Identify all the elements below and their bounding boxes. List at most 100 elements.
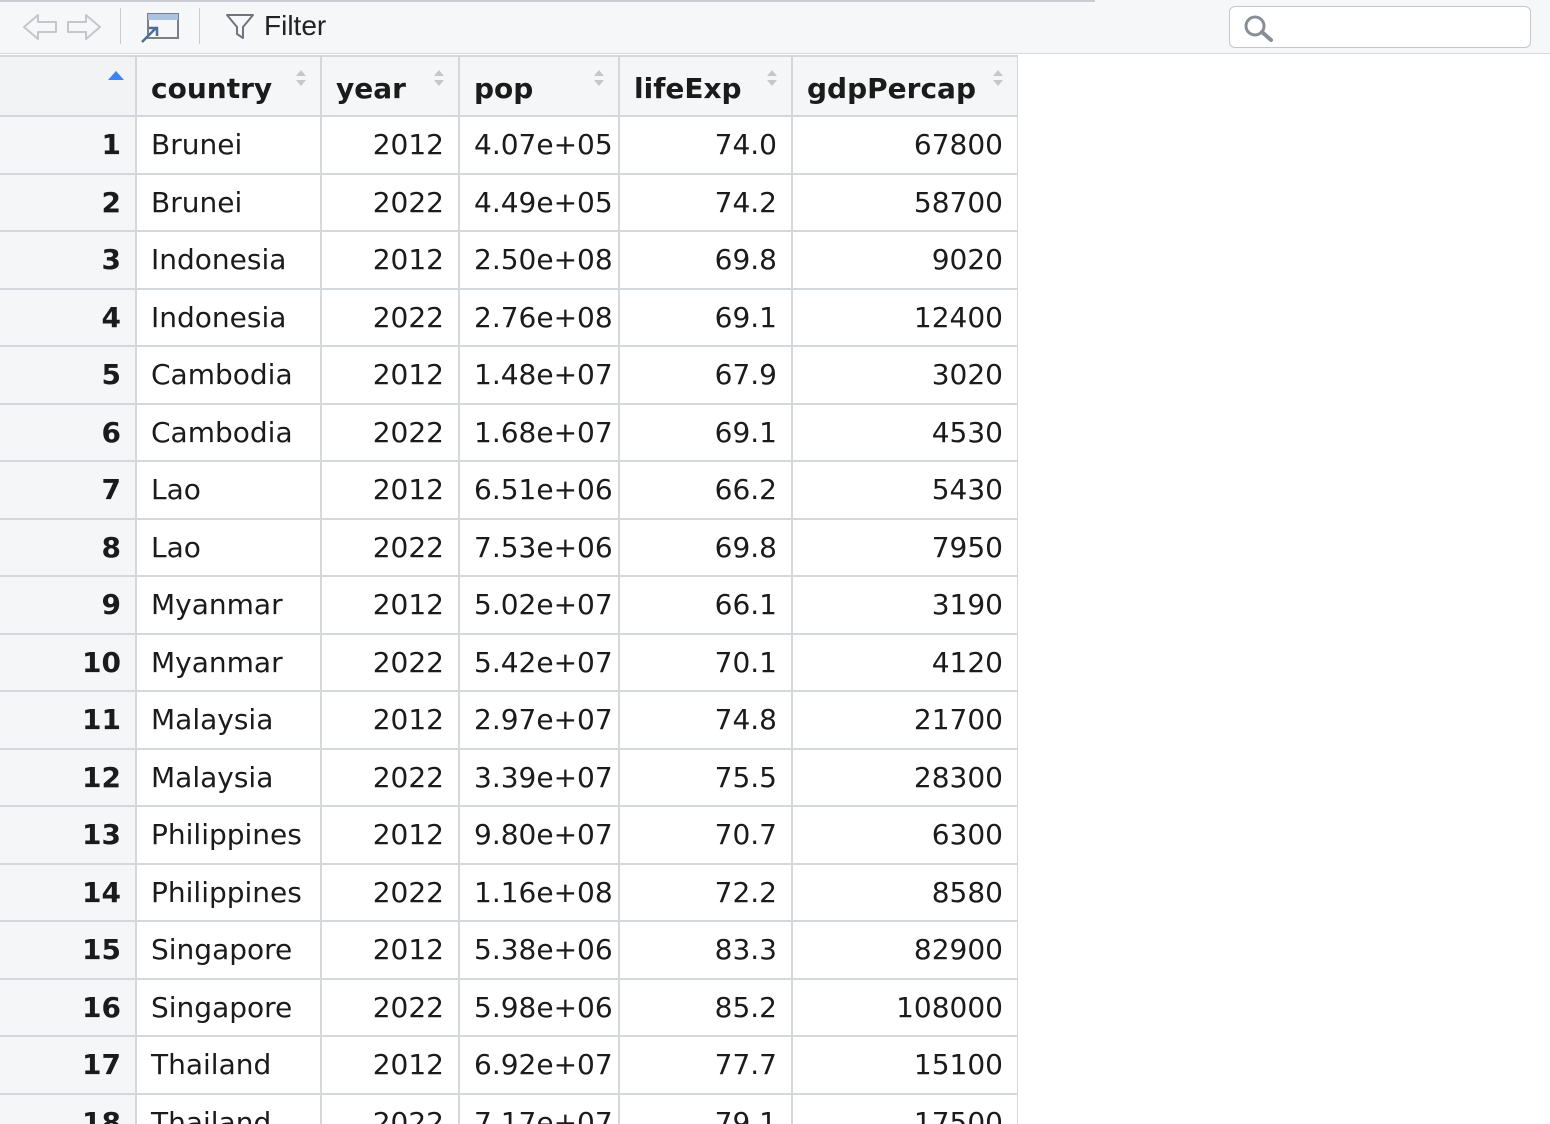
data-table: country year pop lifeExp gdpPercap <box>0 55 1018 1124</box>
header-label: gdpPercap <box>807 72 976 105</box>
header-label: country <box>151 72 273 105</box>
cell-country: Malaysia <box>135 690 322 750</box>
table-row[interactable]: 8 Lao 2022 7.53e+06 69.8 7950 <box>0 517 1018 577</box>
cell-year: 2022 <box>320 862 460 922</box>
cell-country: Cambodia <box>135 402 322 462</box>
table-row[interactable]: 17 Thailand 2012 6.92e+07 77.7 15100 <box>0 1035 1018 1095</box>
cell-lifeExp: 83.3 <box>618 920 793 980</box>
toolbar-separator <box>120 8 121 44</box>
header-lifeExp[interactable]: lifeExp <box>618 55 793 117</box>
row-index: 7 <box>0 460 137 520</box>
header-year[interactable]: year <box>320 55 460 117</box>
cell-gdpPercap: 6300 <box>791 805 1018 865</box>
row-index: 6 <box>0 402 137 462</box>
header-row-index[interactable] <box>0 55 137 117</box>
cell-pop: 6.51e+06 <box>458 460 620 520</box>
cell-pop: 4.49e+05 <box>458 172 620 232</box>
cell-gdpPercap: 9020 <box>791 230 1018 290</box>
row-index: 13 <box>0 805 137 865</box>
table-row[interactable]: 1 Brunei 2012 4.07e+05 74.0 67800 <box>0 115 1018 175</box>
popout-window-button[interactable] <box>138 9 184 45</box>
filter-label: Filter <box>264 10 327 41</box>
table-row[interactable]: 7 Lao 2012 6.51e+06 66.2 5430 <box>0 460 1018 520</box>
cell-gdpPercap: 82900 <box>791 920 1018 980</box>
table-row[interactable]: 6 Cambodia 2022 1.68e+07 69.1 4530 <box>0 402 1018 462</box>
cell-pop: 5.42e+07 <box>458 632 620 692</box>
cell-year: 2022 <box>320 747 460 807</box>
cell-lifeExp: 85.2 <box>618 977 793 1037</box>
table-row[interactable]: 18 Thailand 2022 7.17e+07 79.1 17500 <box>0 1092 1018 1124</box>
cell-country: Cambodia <box>135 345 322 405</box>
header-pop[interactable]: pop <box>458 55 620 117</box>
cell-lifeExp: 74.8 <box>618 690 793 750</box>
table-row[interactable]: 11 Malaysia 2012 2.97e+07 74.8 21700 <box>0 690 1018 750</box>
cell-pop: 2.76e+08 <box>458 287 620 347</box>
forward-button[interactable] <box>64 10 104 44</box>
cell-gdpPercap: 15100 <box>791 1035 1018 1095</box>
cell-pop: 7.17e+07 <box>458 1092 620 1124</box>
row-index: 1 <box>0 115 137 175</box>
table-row[interactable]: 3 Indonesia 2012 2.50e+08 69.8 9020 <box>0 230 1018 290</box>
search-box[interactable] <box>1229 6 1531 48</box>
cell-year: 2012 <box>320 805 460 865</box>
viewer-toolbar: Filter <box>0 0 1550 54</box>
header-country[interactable]: country <box>135 55 322 117</box>
table-row[interactable]: 2 Brunei 2022 4.49e+05 74.2 58700 <box>0 172 1018 232</box>
cell-lifeExp: 70.1 <box>618 632 793 692</box>
cell-gdpPercap: 7950 <box>791 517 1018 577</box>
row-index: 5 <box>0 345 137 405</box>
cell-country: Brunei <box>135 172 322 232</box>
cell-lifeExp: 72.2 <box>618 862 793 922</box>
cell-pop: 5.02e+07 <box>458 575 620 635</box>
table-row[interactable]: 4 Indonesia 2022 2.76e+08 69.1 12400 <box>0 287 1018 347</box>
row-index: 9 <box>0 575 137 635</box>
table-row[interactable]: 9 Myanmar 2012 5.02e+07 66.1 3190 <box>0 575 1018 635</box>
table-row[interactable]: 16 Singapore 2022 5.98e+06 85.2 108000 <box>0 977 1018 1037</box>
sort-arrows-icon <box>767 70 777 86</box>
cell-year: 2012 <box>320 920 460 980</box>
cell-lifeExp: 66.1 <box>618 575 793 635</box>
cell-country: Malaysia <box>135 747 322 807</box>
table-row[interactable]: 13 Philippines 2012 9.80e+07 70.7 6300 <box>0 805 1018 865</box>
search-icon <box>1244 15 1273 42</box>
table-row[interactable]: 5 Cambodia 2012 1.48e+07 67.9 3020 <box>0 345 1018 405</box>
cell-pop: 4.07e+05 <box>458 115 620 175</box>
table-row[interactable]: 14 Philippines 2022 1.16e+08 72.2 8580 <box>0 862 1018 922</box>
cell-lifeExp: 75.5 <box>618 747 793 807</box>
cell-pop: 5.38e+06 <box>458 920 620 980</box>
cell-year: 2022 <box>320 402 460 462</box>
row-index: 18 <box>0 1092 137 1124</box>
cell-country: Lao <box>135 517 322 577</box>
cell-year: 2022 <box>320 632 460 692</box>
cell-year: 2022 <box>320 517 460 577</box>
table-row[interactable]: 15 Singapore 2012 5.38e+06 83.3 82900 <box>0 920 1018 980</box>
cell-country: Myanmar <box>135 575 322 635</box>
cell-lifeExp: 74.0 <box>618 115 793 175</box>
cell-year: 2012 <box>320 230 460 290</box>
cell-country: Philippines <box>135 862 322 922</box>
sort-ascending-icon <box>108 71 124 80</box>
cell-pop: 1.48e+07 <box>458 345 620 405</box>
cell-lifeExp: 70.7 <box>618 805 793 865</box>
table-row[interactable]: 12 Malaysia 2022 3.39e+07 75.5 28300 <box>0 747 1018 807</box>
row-index: 16 <box>0 977 137 1037</box>
search-input[interactable] <box>1282 11 1526 45</box>
cell-gdpPercap: 58700 <box>791 172 1018 232</box>
back-button[interactable] <box>20 10 60 44</box>
header-label: year <box>336 72 406 105</box>
filter-button[interactable]: Filter <box>224 6 326 46</box>
cell-gdpPercap: 17500 <box>791 1092 1018 1124</box>
header-gdpPercap[interactable]: gdpPercap <box>791 55 1018 117</box>
cell-gdpPercap: 5430 <box>791 460 1018 520</box>
cell-year: 2012 <box>320 1035 460 1095</box>
cell-country: Indonesia <box>135 287 322 347</box>
cell-pop: 7.53e+06 <box>458 517 620 577</box>
cell-country: Thailand <box>135 1092 322 1124</box>
cell-gdpPercap: 12400 <box>791 287 1018 347</box>
cell-year: 2022 <box>320 1092 460 1124</box>
row-index: 4 <box>0 287 137 347</box>
cell-country: Singapore <box>135 920 322 980</box>
table-row[interactable]: 10 Myanmar 2022 5.42e+07 70.1 4120 <box>0 632 1018 692</box>
cell-country: Lao <box>135 460 322 520</box>
cell-year: 2012 <box>320 690 460 750</box>
